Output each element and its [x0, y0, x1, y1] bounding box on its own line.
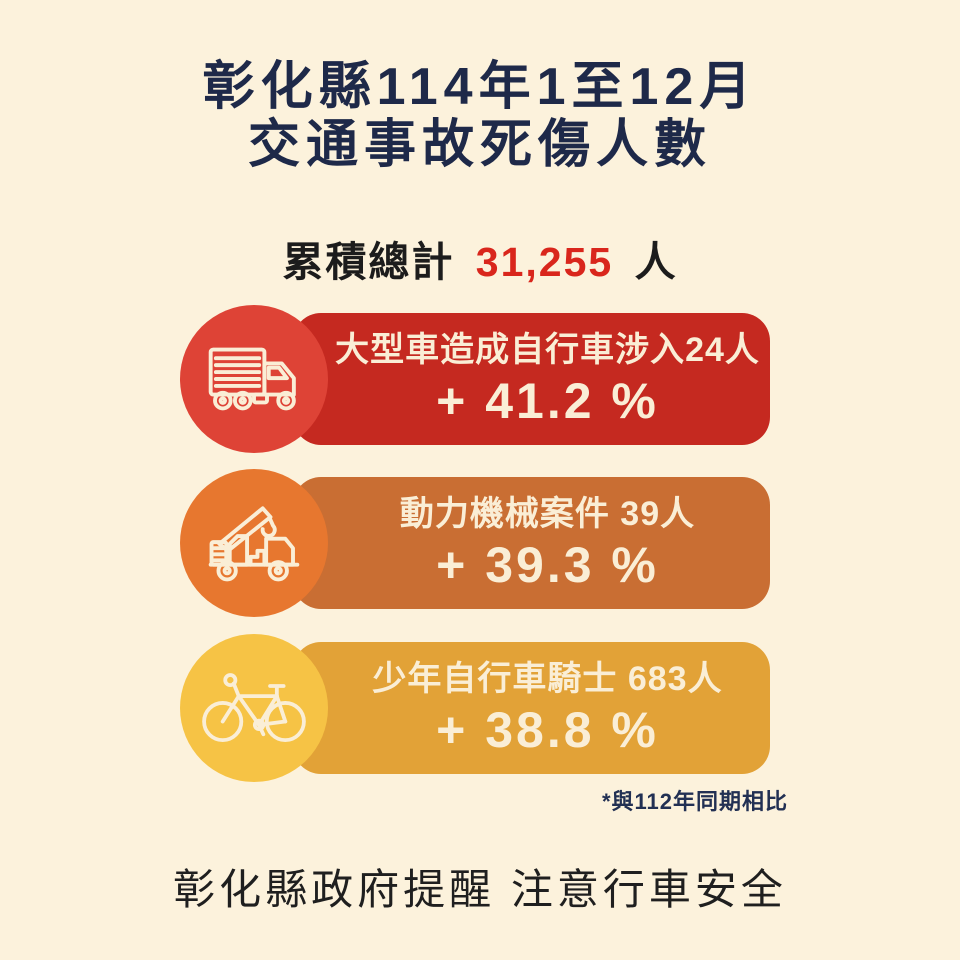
summary-prefix: 累積總計: [282, 239, 455, 285]
stat-label: 大型車造成自行車涉入24人: [335, 331, 760, 370]
stat-change: + 38.8 %: [436, 701, 659, 758]
footer-message: 彰化縣政府提醒 注意行車安全: [173, 866, 787, 913]
stat-bar: 動力機械案件 39人 + 39.3 %: [293, 477, 770, 609]
crane-truck-icon: [208, 506, 300, 582]
stat-label: 動力機械案件 39人: [399, 495, 696, 534]
summary-suffix: 人: [634, 239, 678, 285]
stat-row-power-machinery: 動力機械案件 39人 + 39.3 %: [0, 469, 960, 617]
stat-bar-content: 大型車造成自行車涉入24人 + 41.2 %: [329, 313, 766, 445]
stat-change: + 41.2 %: [436, 372, 659, 429]
summary-total: 累積總計 31,255 人: [0, 228, 960, 288]
stat-bar: 少年自行車騎士 683人 + 38.8 %: [293, 642, 770, 774]
stat-bar-content: 少年自行車騎士 683人 + 38.8 %: [329, 642, 766, 774]
truck-icon: [208, 347, 296, 411]
stat-row-large-vehicle: 大型車造成自行車涉入24人 + 41.2 %: [0, 305, 960, 453]
title-line1: 彰化縣114年1至12月: [202, 58, 758, 116]
stat-icon-circle: [180, 305, 328, 453]
stat-bar-content: 動力機械案件 39人 + 39.3 %: [329, 477, 766, 609]
stat-icon-circle: [180, 469, 328, 617]
stat-change: + 39.3 %: [436, 536, 659, 593]
stat-bar: 大型車造成自行車涉入24人 + 41.2 %: [293, 313, 770, 445]
bicycle-icon: [202, 673, 306, 743]
summary-total-number: 31,255: [475, 239, 614, 285]
stat-row-juvenile-cyclists: 少年自行車騎士 683人 + 38.8 %: [0, 634, 960, 782]
title-line2: 交通事故死傷人數: [247, 116, 712, 174]
page-title: 彰化縣114年1至12月 交通事故死傷人數: [0, 58, 960, 174]
stat-label: 少年自行車騎士 683人: [372, 660, 723, 699]
stat-icon-circle: [180, 634, 328, 782]
footnote-comparison-note: *與112年同期相比: [601, 789, 788, 814]
